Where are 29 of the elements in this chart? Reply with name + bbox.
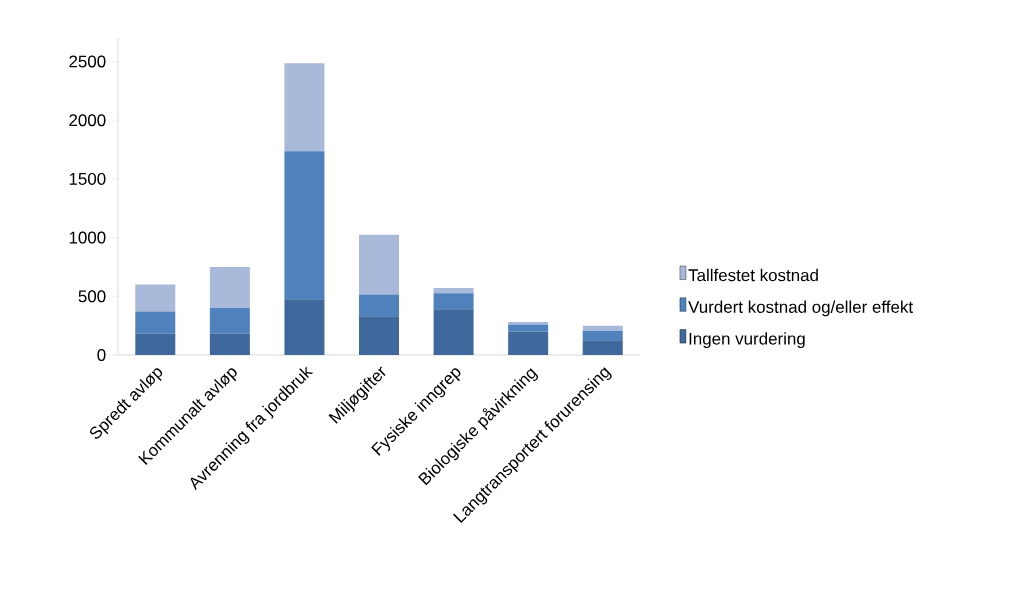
y-tick-label: 2500 bbox=[69, 55, 106, 68]
bar bbox=[508, 324, 549, 332]
legend-label: Ingen vurdering bbox=[689, 332, 805, 349]
bar bbox=[284, 299, 325, 355]
y-tick-label: 1500 bbox=[69, 172, 106, 185]
bar bbox=[433, 288, 474, 294]
bar bbox=[359, 294, 400, 317]
bar bbox=[209, 333, 250, 355]
bar bbox=[135, 333, 176, 355]
bar bbox=[433, 293, 474, 310]
bar bbox=[582, 340, 623, 355]
bar bbox=[508, 331, 549, 355]
bar bbox=[135, 311, 176, 334]
bar bbox=[209, 266, 250, 309]
bar bbox=[433, 309, 474, 355]
bar bbox=[135, 284, 176, 312]
bar bbox=[284, 151, 325, 300]
y-tick-label: 1000 bbox=[69, 231, 106, 244]
y-tick-label: 2000 bbox=[69, 114, 106, 127]
bar bbox=[209, 308, 250, 334]
legend-label: Vurdert kostnad og/eller effekt bbox=[688, 300, 913, 317]
bar bbox=[582, 330, 623, 341]
bar bbox=[359, 234, 400, 295]
bar bbox=[582, 325, 623, 331]
bar bbox=[284, 63, 325, 152]
legend-label: Tallfestet kostnad bbox=[688, 268, 818, 282]
bar bbox=[359, 316, 400, 355]
y-tick-label: 0 bbox=[97, 348, 106, 361]
y-tick-label: 500 bbox=[78, 290, 106, 303]
